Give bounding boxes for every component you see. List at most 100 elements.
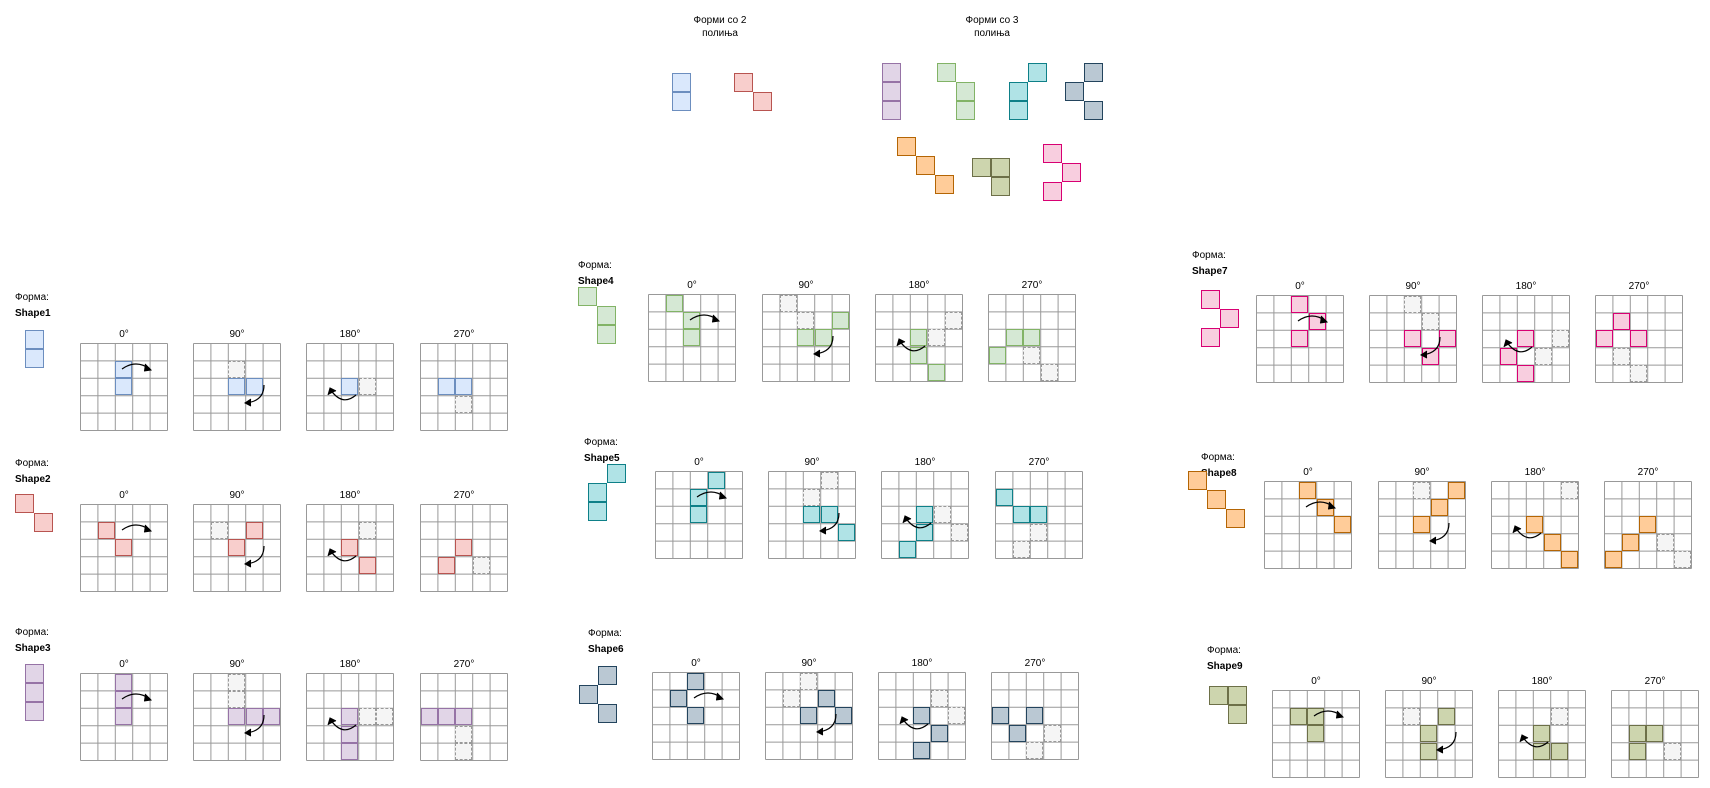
- angle-label: 270°: [1021, 280, 1043, 291]
- rotation-grid: [768, 471, 856, 559]
- angle-label: 180°: [914, 457, 936, 468]
- grid-shape-cell: [1430, 498, 1448, 516]
- rotation-arrow-icon: [816, 713, 837, 736]
- grid-shape-cell: [1299, 481, 1317, 499]
- shape-icon-cell: [15, 494, 34, 513]
- rotation-grid: [1385, 690, 1473, 778]
- ghost-cell: [1656, 533, 1674, 551]
- angle-label: 0°: [694, 457, 704, 468]
- grid-shape-cell: [455, 539, 473, 557]
- grid-shape-cell: [707, 471, 725, 489]
- grid-shape-cell: [1005, 329, 1023, 347]
- grid-shape-cell: [245, 708, 263, 726]
- shape-name: Shape5: [584, 453, 620, 464]
- shape-icon-cell: [1201, 290, 1220, 309]
- angle-label: 0°: [119, 329, 129, 340]
- three-cell-title: Форми со 3: [965, 15, 1019, 26]
- ghost-cell: [800, 672, 818, 690]
- grid-shape-cell: [1595, 330, 1613, 348]
- angle-label: 90°: [229, 490, 245, 501]
- ghost-cell: [1012, 541, 1030, 559]
- ghost-cell: [358, 708, 376, 726]
- grid-shape-cell: [1646, 725, 1664, 743]
- rotation-grid: [80, 504, 168, 592]
- grid-shape-cell: [817, 689, 835, 707]
- grid-shape-cell: [437, 378, 455, 396]
- grid-shape-cell: [820, 506, 838, 524]
- ghost-cell: [1026, 742, 1044, 760]
- grid-shape-cell: [1413, 516, 1431, 534]
- angle-label: 180°: [339, 329, 361, 340]
- shape-icon-cell: [598, 666, 617, 685]
- ghost-cell: [1402, 707, 1420, 725]
- grid-shape-cell: [1307, 725, 1325, 743]
- overview-cell: [897, 137, 916, 156]
- ghost-cell: [1561, 481, 1579, 499]
- grid-shape-cell: [115, 378, 133, 396]
- rotation-arrow-icon: [1436, 731, 1457, 754]
- angle-label: 90°: [1414, 467, 1430, 478]
- shape-label-prefix: Форма:: [584, 437, 618, 448]
- grid-shape-cell: [797, 329, 815, 347]
- angle-label: 270°: [453, 659, 475, 670]
- angle-label: 180°: [1524, 467, 1546, 478]
- rotation-arrow-icon: [902, 515, 932, 529]
- angle-label: 0°: [691, 658, 701, 669]
- grid-shape-cell: [228, 708, 246, 726]
- grid-shape-cell: [1012, 506, 1030, 524]
- two-cell-title-2: полиња: [702, 28, 738, 39]
- shape-name: Shape2: [15, 474, 51, 485]
- grid-shape-cell: [1008, 724, 1026, 742]
- grid-shape-cell: [115, 673, 133, 691]
- angle-label: 270°: [1644, 676, 1666, 687]
- shape-icon-cell: [25, 349, 44, 368]
- ghost-cell: [1421, 312, 1439, 330]
- grid-shape-cell: [1621, 533, 1639, 551]
- ghost-cell: [927, 329, 945, 347]
- grid-shape-cell: [803, 506, 821, 524]
- angle-label: 270°: [1028, 457, 1050, 468]
- grid-shape-cell: [832, 311, 850, 329]
- angle-label: 0°: [119, 490, 129, 501]
- grid-shape-cell: [455, 378, 473, 396]
- ghost-cell: [472, 556, 490, 574]
- grid-shape-cell: [341, 708, 359, 726]
- grid-shape-cell: [437, 556, 455, 574]
- shape-icon-cell: [1207, 490, 1226, 509]
- shape-icon-cell: [1228, 705, 1247, 724]
- rotation-arrow-icon: [244, 384, 265, 407]
- grid-shape-cell: [341, 378, 359, 396]
- angle-label: 90°: [801, 658, 817, 669]
- shape-icon-cell: [597, 306, 616, 325]
- grid-shape-cell: [358, 556, 376, 574]
- overview-cell: [1043, 144, 1062, 163]
- rotation-arrow-icon: [1512, 525, 1542, 539]
- rotation-arrow-icon: [1297, 315, 1329, 324]
- shape-name: Shape1: [15, 308, 51, 319]
- rotation-arrow-icon: [1503, 339, 1533, 353]
- overview-cell: [956, 82, 975, 101]
- overview-cell: [1009, 82, 1028, 101]
- shape-label-prefix: Форма:: [15, 458, 49, 469]
- ghost-cell: [797, 311, 815, 329]
- rotation-arrow-icon: [1313, 710, 1345, 719]
- ghost-cell: [1030, 523, 1048, 541]
- overview-cell: [672, 92, 691, 111]
- angle-label: 90°: [229, 659, 245, 670]
- overview-cell: [935, 175, 954, 194]
- shape-icon-cell: [1220, 309, 1239, 328]
- overview-cell: [956, 101, 975, 120]
- overview-cell: [753, 92, 772, 111]
- grid-shape-cell: [1517, 330, 1535, 348]
- grid-shape-cell: [1023, 329, 1041, 347]
- rotation-arrow-icon: [327, 717, 357, 731]
- grid-shape-cell: [341, 743, 359, 761]
- ghost-cell: [1043, 724, 1061, 742]
- ghost-cell: [1040, 364, 1058, 382]
- grid-shape-cell: [687, 672, 705, 690]
- angle-label: 0°: [1311, 676, 1321, 687]
- shape-name: Shape3: [15, 643, 51, 654]
- grid-shape-cell: [1628, 742, 1646, 760]
- rotation-arrow-icon: [896, 338, 926, 352]
- angle-label: 180°: [339, 659, 361, 670]
